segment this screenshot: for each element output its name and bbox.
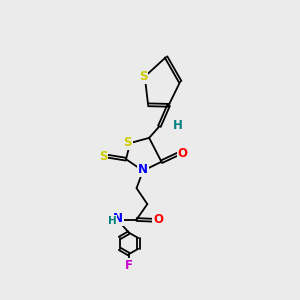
Text: N: N [113,212,123,225]
Text: S: S [139,70,148,83]
Text: S: S [99,150,107,163]
Text: O: O [153,213,164,226]
Text: H: H [172,119,182,132]
Text: O: O [178,147,188,160]
Text: S: S [124,136,132,149]
Text: H: H [107,216,116,226]
Text: F: F [125,259,133,272]
Text: N: N [138,163,148,176]
